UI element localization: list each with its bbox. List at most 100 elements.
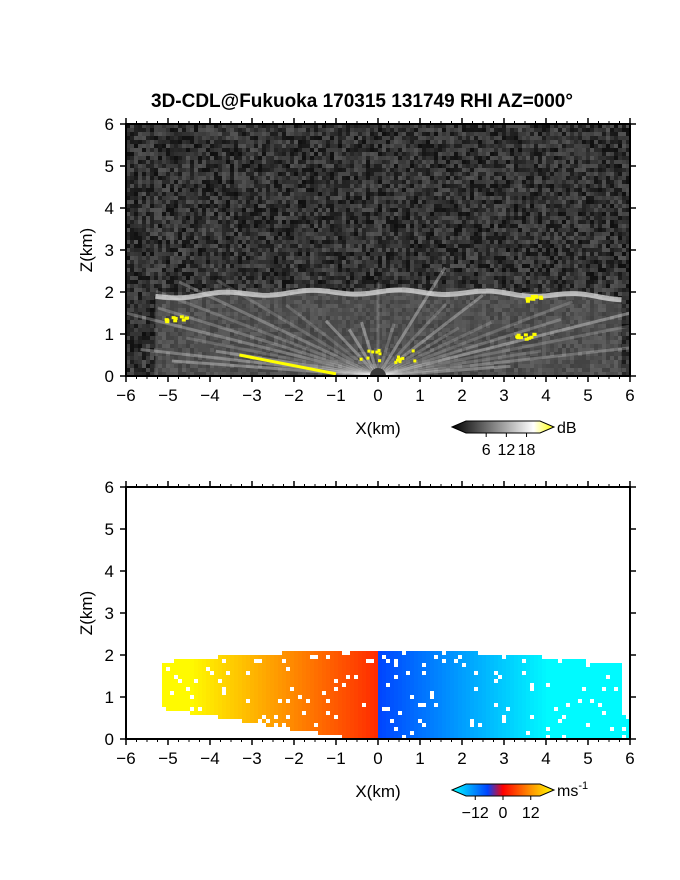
reflectivity-noise-cell <box>238 264 242 268</box>
reflectivity-noise-cell <box>538 140 542 144</box>
reflectivity-noise-cell <box>494 152 498 156</box>
reflectivity-noise-cell <box>342 212 346 216</box>
reflectivity-noise-cell <box>590 200 594 204</box>
reflectivity-noise-cell <box>226 216 230 220</box>
reflectivity-noise-cell <box>522 192 526 196</box>
reflectivity-noise-cell <box>182 160 186 164</box>
reflectivity-noise-cell <box>430 260 434 264</box>
reflectivity-noise-cell <box>262 164 266 168</box>
reflectivity-noise-cell <box>534 152 538 156</box>
reflectivity-noise-cell <box>478 268 482 272</box>
reflectivity-noise-cell <box>502 220 506 224</box>
reflectivity-noise-cell <box>430 156 434 160</box>
reflectivity-noise-cell <box>230 252 234 256</box>
reflectivity-noise-cell <box>126 248 130 252</box>
reflectivity-noise-cell <box>490 220 494 224</box>
reflectivity-noise-cell <box>178 180 182 184</box>
reflectivity-noise-cell <box>390 156 394 160</box>
reflectivity-noise-cell <box>466 260 470 264</box>
reflectivity-noise-cell <box>142 136 146 140</box>
reflectivity-noise-cell <box>366 144 370 148</box>
reflectivity-noise-cell <box>622 176 626 180</box>
reflectivity-noise-cell <box>178 216 182 220</box>
reflectivity-noise-cell <box>458 268 462 272</box>
reflectivity-noise-cell <box>182 256 186 260</box>
reflectivity-noise-cell <box>518 180 522 184</box>
reflectivity-noise-cell <box>290 172 294 176</box>
reflectivity-noise-cell <box>362 192 366 196</box>
reflectivity-noise-cell <box>202 244 206 248</box>
reflectivity-noise-cell <box>286 224 290 228</box>
reflectivity-noise-cell <box>150 144 154 148</box>
reflectivity-noise-cell <box>382 128 386 132</box>
reflectivity-noise-cell <box>478 228 482 232</box>
reflectivity-noise-cell <box>374 244 378 248</box>
reflectivity-noise-cell <box>330 132 334 136</box>
reflectivity-noise-cell <box>454 268 458 272</box>
reflectivity-noise-cell <box>318 204 322 208</box>
reflectivity-noise-cell <box>294 244 298 248</box>
reflectivity-noise-cell <box>218 232 222 236</box>
reflectivity-noise-cell <box>194 232 198 236</box>
reflectivity-noise-cell <box>150 200 154 204</box>
reflectivity-noise-cell <box>270 188 274 192</box>
reflectivity-noise-cell <box>582 140 586 144</box>
reflectivity-noise-cell <box>138 164 142 168</box>
reflectivity-noise-cell <box>294 228 298 232</box>
reflectivity-noise-cell <box>526 168 530 172</box>
reflectivity-noise-cell <box>246 240 250 244</box>
reflectivity-noise-cell <box>626 216 630 220</box>
reflectivity-noise-cell <box>298 228 302 232</box>
reflectivity-noise-cell <box>494 224 498 228</box>
reflectivity-noise-cell <box>314 204 318 208</box>
reflectivity-noise-cell <box>430 164 434 168</box>
reflectivity-noise-cell <box>174 188 178 192</box>
reflectivity-noise-cell <box>142 156 146 160</box>
reflectivity-noise-cell <box>198 192 202 196</box>
reflectivity-noise-cell <box>194 136 198 140</box>
reflectivity-noise-cell <box>202 236 206 240</box>
reflectivity-noise-cell <box>202 148 206 152</box>
reflectivity-noise-cell <box>326 156 330 160</box>
reflectivity-noise-cell <box>534 252 538 256</box>
reflectivity-noise-cell <box>318 208 322 212</box>
reflectivity-noise-cell <box>162 200 166 204</box>
reflectivity-noise-cell <box>542 148 546 152</box>
reflectivity-noise-cell <box>190 228 194 232</box>
reflectivity-noise-cell <box>306 196 310 200</box>
reflectivity-noise-cell <box>242 168 246 172</box>
reflectivity-noise-cell <box>150 124 154 128</box>
reflectivity-noise-cell <box>206 256 210 260</box>
reflectivity-noise-cell <box>142 192 146 196</box>
reflectivity-noise-cell <box>394 208 398 212</box>
reflectivity-noise-cell <box>394 200 398 204</box>
reflectivity-noise-cell <box>126 144 130 148</box>
reflectivity-noise-cell <box>530 152 534 156</box>
reflectivity-noise-cell <box>170 220 174 224</box>
reflectivity-noise-cell <box>226 212 230 216</box>
reflectivity-noise-cell <box>418 180 422 184</box>
reflectivity-noise-cell <box>258 244 262 248</box>
reflectivity-noise-cell <box>174 168 178 172</box>
reflectivity-noise-cell <box>282 280 286 284</box>
reflectivity-noise-cell <box>526 212 530 216</box>
reflectivity-noise-cell <box>306 200 310 204</box>
reflectivity-noise-cell <box>506 128 510 132</box>
reflectivity-noise-cell <box>570 140 574 144</box>
reflectivity-noise-cell <box>450 144 454 148</box>
reflectivity-noise-cell <box>302 224 306 228</box>
reflectivity-noise-cell <box>462 268 466 272</box>
reflectivity-noise-cell <box>478 272 482 276</box>
reflectivity-noise-cell <box>214 196 218 200</box>
reflectivity-noise-cell <box>438 240 442 244</box>
reflectivity-noise-cell <box>382 256 386 260</box>
reflectivity-noise-cell <box>430 256 434 260</box>
reflectivity-noise-cell <box>206 124 210 128</box>
reflectivity-noise-cell <box>322 236 326 240</box>
reflectivity-noise-cell <box>534 244 538 248</box>
reflectivity-noise-cell <box>382 268 386 272</box>
reflectivity-noise-cell <box>146 124 150 128</box>
reflectivity-noise-cell <box>366 156 370 160</box>
reflectivity-noise-cell <box>134 176 138 180</box>
reflectivity-noise-cell <box>174 208 178 212</box>
